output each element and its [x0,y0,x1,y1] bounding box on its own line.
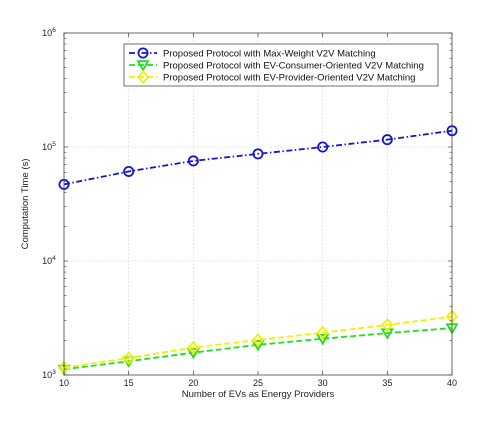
series-line [63,129,453,186]
y-tick-label: 104 [42,255,56,266]
legend-marker [136,60,150,72]
x-tick-label: 15 [124,378,134,388]
data-point [381,318,394,332]
legend-item: Proposed Protocol with EV-Consumer-Orien… [129,60,424,72]
x-tick-label: 35 [382,378,392,388]
data-point [316,325,329,340]
legend-marker [136,70,150,84]
legend-marker [137,47,149,59]
data-point [317,141,329,153]
series-3 [57,309,459,375]
series-layer [57,125,459,376]
legend-label: Proposed Protocol with EV-Provider-Orien… [163,72,415,83]
legend-item: Proposed Protocol with Max-Weight V2V Ma… [129,47,376,59]
x-axis-label: Number of EVs as Energy Providers [182,389,335,400]
y-tick-label: 105 [42,141,56,152]
data-point [187,155,199,167]
data-point [187,340,200,355]
y-tick-label: 103 [42,369,56,380]
x-tick-label: 25 [253,378,263,388]
x-tick-label: 20 [188,378,198,388]
data-point [252,148,264,160]
series-line [63,315,453,369]
legend-item: Proposed Protocol with EV-Provider-Orien… [129,70,415,84]
ticks-layer: 10 15 20 25 30 35 40 103 104 105 106 [42,27,457,388]
data-point [122,351,135,365]
legend-label: Proposed Protocol with EV-Consumer-Orien… [163,60,424,71]
data-point [381,134,393,146]
y-axis-label: Computation Time (s) [20,159,31,250]
series-line [63,327,453,371]
x-tick-label: 10 [59,378,69,388]
legend: Proposed Protocol with Max-Weight V2V Ma… [123,43,439,87]
legend-label: Proposed Protocol with Max-Weight V2V Ma… [163,48,376,59]
series-1 [58,125,458,190]
y-tick-label: 106 [42,27,56,38]
data-point [316,334,330,346]
data-point [251,333,265,347]
data-point [251,340,265,352]
legend-box [123,43,439,87]
x-tick-label: 30 [318,378,328,388]
data-point [123,165,135,177]
data-point [186,347,200,360]
x-tick-label: 40 [447,378,457,388]
grid-layer [64,33,452,375]
